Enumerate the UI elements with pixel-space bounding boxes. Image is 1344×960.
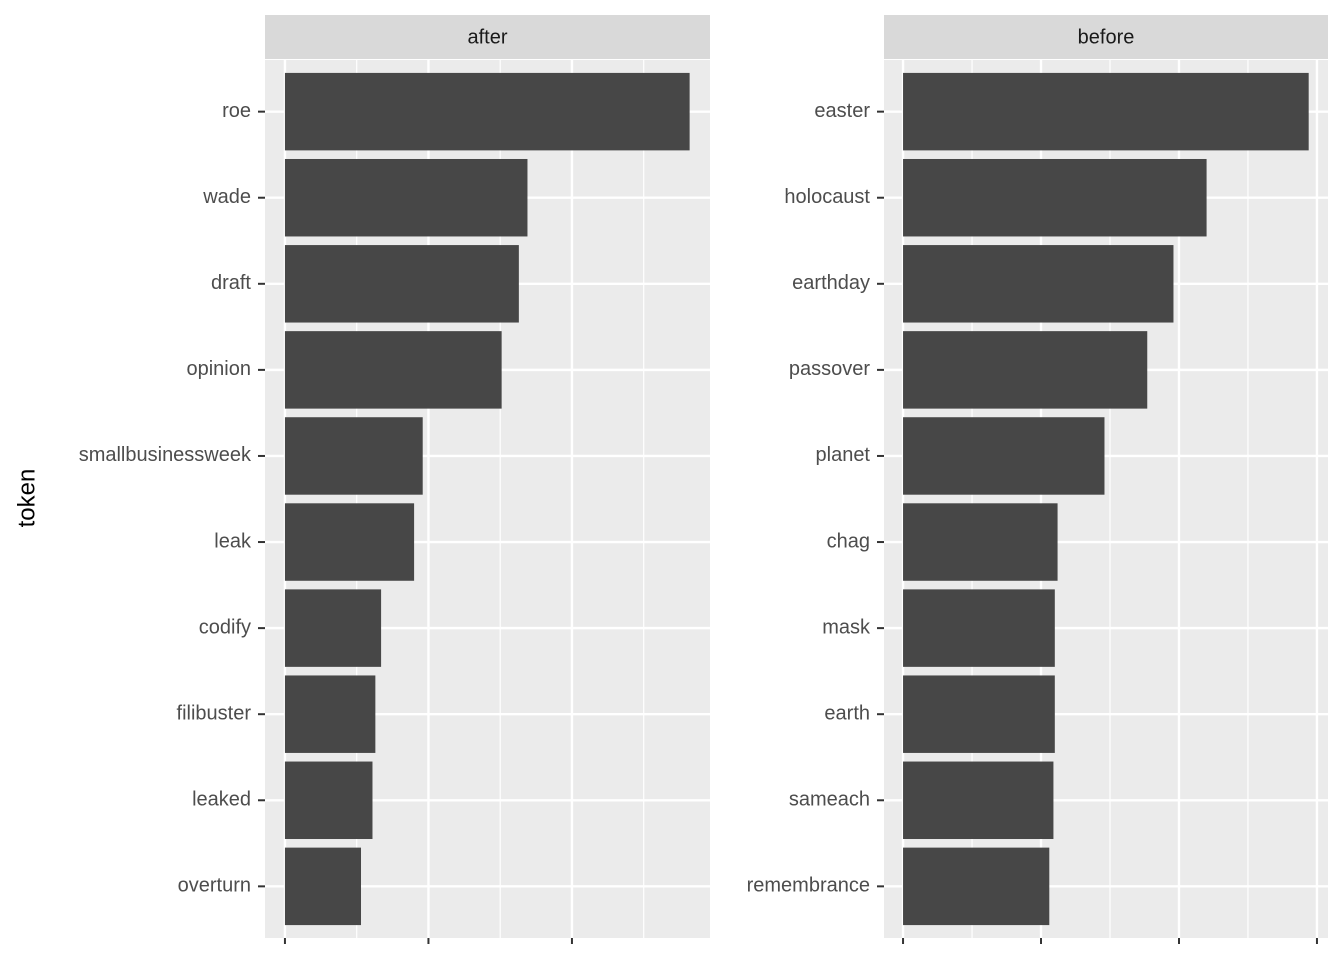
- bar: [903, 503, 1058, 581]
- y-tick-label: earthday: [792, 272, 870, 294]
- bar: [903, 331, 1148, 409]
- bar: [284, 761, 373, 840]
- bar: [903, 245, 1174, 323]
- y-tick-label: earth: [824, 702, 870, 724]
- bar: [284, 331, 502, 409]
- strip: [265, 15, 710, 59]
- bar: [903, 158, 1207, 237]
- y-tick-label: passover: [789, 358, 870, 380]
- y-tick-label: roe: [222, 100, 251, 122]
- y-tick-label: leak: [214, 530, 252, 552]
- y-tick-label: easter: [814, 100, 870, 122]
- y-tick-label: filibuster: [177, 702, 252, 724]
- bar: [284, 847, 362, 926]
- bar: [903, 417, 1105, 495]
- y-tick-label: chag: [827, 530, 870, 552]
- y-tick-label: wade: [202, 186, 251, 208]
- bar: [903, 675, 1055, 753]
- bar: [903, 847, 1050, 926]
- y-tick-label: opinion: [186, 358, 251, 380]
- y-tick-label: sameach: [789, 789, 870, 811]
- bar: [284, 245, 519, 323]
- strip-label: before: [1078, 26, 1135, 48]
- y-tick-label: draft: [211, 272, 251, 294]
- strip: [884, 15, 1328, 59]
- bar: [903, 589, 1055, 667]
- y-tick-label: codify: [199, 616, 251, 638]
- bar: [284, 72, 690, 151]
- y-tick-label: overturn: [178, 875, 251, 897]
- bar: [284, 589, 382, 667]
- bar: [284, 503, 415, 581]
- y-tick-label: mask: [822, 616, 871, 638]
- y-tick-label: planet: [816, 444, 871, 466]
- bar: [284, 675, 376, 753]
- bar: [284, 158, 528, 237]
- strip-label: after: [467, 26, 507, 48]
- y-tick-label: holocaust: [784, 186, 870, 208]
- y-axis-title: token: [13, 469, 40, 528]
- bar: [284, 417, 423, 495]
- y-tick-label: leaked: [192, 789, 251, 811]
- bar: [903, 761, 1054, 840]
- y-tick-label: smallbusinessweek: [79, 444, 252, 466]
- y-tick-label: remembrance: [747, 875, 870, 897]
- bar: [903, 72, 1309, 151]
